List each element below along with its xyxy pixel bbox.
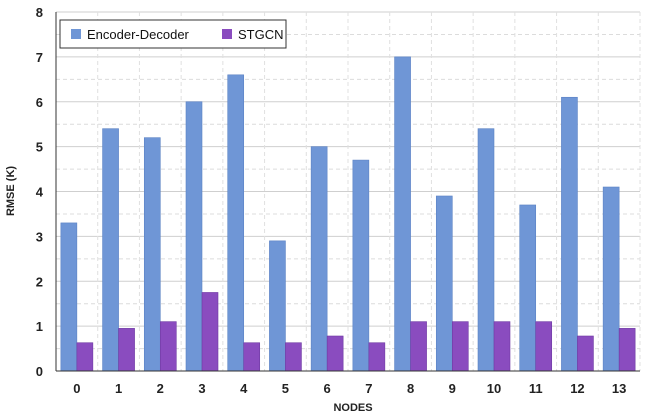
bar-stgcn-node-11 (535, 321, 553, 372)
y-tick-label: 6 (36, 95, 43, 110)
legend-label-stgcn: STGCN (238, 27, 284, 42)
bar-stgcn-node-0 (76, 342, 94, 372)
bar-encoder-decoder-node-4 (227, 74, 245, 372)
y-tick-label: 4 (36, 185, 44, 200)
legend: Encoder-Decoder STGCN (59, 19, 287, 49)
bar-encoder-decoder-node-0 (60, 222, 78, 372)
bar-stgcn-node-1 (118, 328, 135, 372)
legend-swatch-stgcn (222, 29, 232, 39)
x-tick-label: 1 (115, 381, 122, 396)
legend-box (59, 19, 287, 49)
y-tick-label: 8 (36, 5, 43, 20)
bar-stgcn-node-7 (368, 342, 386, 372)
x-axis-title: NODES (333, 402, 372, 414)
x-tick-label: 6 (324, 381, 331, 396)
x-tick-label: 3 (198, 381, 205, 396)
y-tick-labels: 0 1 2 3 4 5 6 7 8 (36, 5, 44, 379)
bar-stgcn-node-5 (285, 342, 302, 372)
bar-stgcn-node-10 (493, 321, 511, 372)
bar-encoder-decoder-node-5 (269, 240, 286, 372)
x-tick-label: 9 (449, 381, 456, 396)
bar-stgcn-node-12 (577, 335, 594, 372)
bar-encoder-decoder-node-10 (477, 128, 495, 372)
bar-encoder-decoder-node-13 (602, 186, 620, 372)
bar-encoder-decoder-node-7 (352, 159, 370, 372)
y-tick-label: 7 (36, 50, 43, 65)
legend-label-encoder-decoder: Encoder-Decoder (87, 27, 190, 42)
x-tick-label: 8 (407, 381, 414, 396)
x-tick-label: 11 (529, 381, 543, 396)
bar-encoder-decoder-node-3 (185, 101, 203, 372)
y-tick-label: 5 (36, 140, 43, 155)
y-tick-label: 1 (36, 319, 43, 334)
bars (60, 56, 636, 372)
y-tick-label: 0 (36, 364, 43, 379)
x-tick-label: 0 (73, 381, 80, 396)
x-tick-labels: 0 1 2 3 4 5 6 7 8 9 10 11 12 13 (73, 381, 626, 396)
bar-encoder-decoder-node-1 (102, 128, 119, 372)
x-tick-label: 7 (365, 381, 372, 396)
bar-encoder-decoder-node-9 (435, 195, 453, 372)
bar-encoder-decoder-node-2 (143, 137, 161, 372)
y-axis-title: RMSE (K) (5, 166, 17, 216)
x-tick-label: 13 (612, 381, 626, 396)
bar-encoder-decoder-node-6 (310, 146, 328, 372)
bar-stgcn-node-13 (618, 328, 636, 372)
bar-stgcn-node-3 (201, 292, 219, 372)
bar-stgcn-node-2 (159, 321, 177, 372)
y-tick-label: 2 (36, 274, 43, 289)
y-tick-label: 3 (36, 229, 43, 244)
axes (55, 12, 640, 372)
bar-stgcn-node-8 (410, 321, 427, 372)
bar-encoder-decoder-node-8 (394, 56, 411, 372)
x-tick-label: 10 (487, 381, 501, 396)
bar-stgcn-node-4 (243, 342, 261, 372)
bar-encoder-decoder-node-11 (519, 204, 537, 372)
x-tick-label: 4 (240, 381, 248, 396)
bar-encoder-decoder-node-12 (561, 96, 578, 372)
x-tick-label: 12 (570, 381, 584, 396)
x-tick-label: 5 (282, 381, 289, 396)
bar-stgcn-node-6 (326, 335, 344, 372)
bar-stgcn-node-9 (451, 321, 469, 372)
legend-swatch-encoder-decoder (71, 29, 81, 39)
x-tick-label: 2 (157, 381, 164, 396)
